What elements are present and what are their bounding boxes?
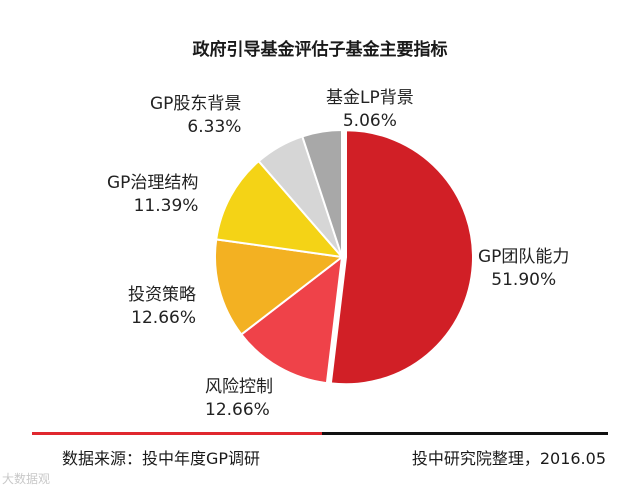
label-gp-shareholder: GP股东背景 6.33% xyxy=(150,93,241,139)
pie-slice-3 xyxy=(215,159,345,259)
data-source: 数据来源：投中年度GP调研 xyxy=(62,449,261,468)
slice-label: GP团队能力 xyxy=(478,247,570,267)
slice-value: 12.66% xyxy=(131,308,196,328)
footer-rule-red xyxy=(32,432,322,435)
label-risk-control: 风险控制 12.66% xyxy=(205,376,273,422)
slice-label: 基金LP背景 xyxy=(326,88,414,108)
slice-value: 12.66% xyxy=(205,400,270,420)
credit-line: 投中研究院整理，2016.05 xyxy=(411,449,606,468)
label-investment-strategy: 投资策略 12.66% xyxy=(128,284,196,330)
pie-slice-2 xyxy=(214,238,345,336)
slice-value: 6.33% xyxy=(187,117,242,137)
pie-slice-0 xyxy=(329,129,474,386)
label-gp-governance: GP治理结构 11.39% xyxy=(107,172,198,218)
footer-rule-black xyxy=(322,432,608,435)
label-lp-background: 基金LP背景 5.06% xyxy=(326,87,414,133)
watermark: 大数据观 xyxy=(2,472,51,486)
slice-value: 11.39% xyxy=(133,196,199,216)
slice-label: 风险控制 xyxy=(205,377,273,397)
slice-value: 51.90% xyxy=(491,270,557,290)
slice-value: 5.06% xyxy=(342,111,397,131)
chart-title: 政府引导基金评估子基金主要指标 xyxy=(192,40,448,60)
slice-label: 投资策略 xyxy=(128,285,196,305)
slice-label: GP股东背景 xyxy=(150,94,242,114)
label-gp-team: GP团队能力 51.90% xyxy=(478,246,569,292)
pie-slice-5 xyxy=(301,128,343,258)
slice-label: GP治理结构 xyxy=(107,173,199,193)
pie-slice-1 xyxy=(239,254,344,385)
